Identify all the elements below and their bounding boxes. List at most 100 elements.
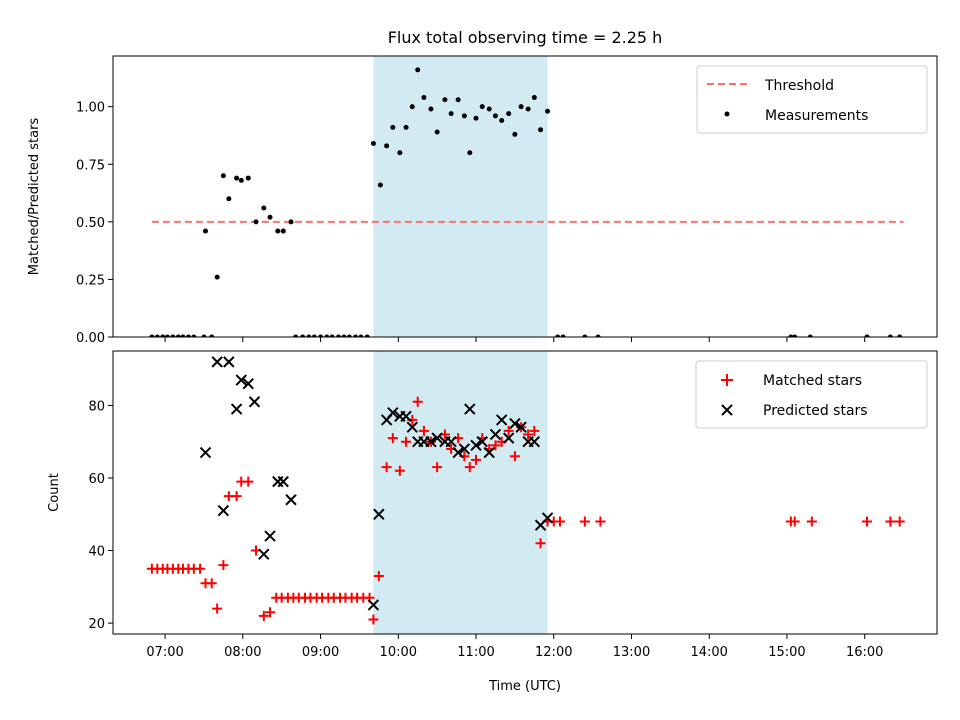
matched-stars-point — [789, 516, 800, 527]
measurement-point — [455, 97, 461, 103]
bottom-y-axis-label: Count — [47, 473, 62, 512]
matched-stars-point — [373, 570, 384, 581]
predicted-stars-point — [464, 403, 476, 415]
matched-stars-point — [806, 516, 817, 527]
measurement-point — [473, 115, 479, 121]
top-subplot: 0.00 0.25 0.50 0.75 1.00 Matched/Predicted s… — [27, 55, 938, 346]
matched-stars-point — [490, 440, 501, 451]
x-tick-label: 10:00 — [380, 645, 417, 660]
x-tick-label: 11:00 — [457, 645, 494, 660]
measurement-point — [220, 173, 226, 179]
predicted-stars-point — [458, 443, 471, 455]
predicted-stars-point — [367, 599, 380, 611]
x-tick-label: 07:00 — [146, 645, 183, 660]
matched-stars-point — [503, 425, 514, 436]
predicted-stars-point — [264, 530, 276, 542]
x-tick-label: 13:00 — [613, 645, 650, 660]
measurement-point — [335, 334, 341, 337]
matched-stars-point — [432, 462, 443, 473]
measurement-point — [370, 141, 376, 147]
shaded-span-top — [373, 56, 548, 337]
predicted-stars-point — [258, 548, 270, 560]
matched-stars-point — [218, 560, 229, 571]
predicted-stars-point — [502, 432, 515, 444]
matched-stars-point — [418, 425, 429, 436]
matched-stars-point — [471, 454, 482, 465]
x-tick-label: 12:00 — [535, 645, 572, 660]
measurement-point — [267, 214, 273, 220]
measurement-point — [492, 113, 498, 119]
measurement-point — [415, 67, 421, 73]
matched-stars-point — [894, 516, 905, 527]
y-tick-label: 0.50 — [76, 216, 105, 231]
measurement-point — [238, 177, 244, 183]
measurement-point — [384, 143, 390, 149]
matched-stars-point — [554, 516, 565, 527]
measurement-point — [358, 334, 364, 337]
matched-stars-point — [509, 451, 520, 462]
x-tick-label: 08:00 — [224, 645, 261, 660]
bottom-legend-frame — [695, 360, 928, 429]
measurement-point — [442, 97, 448, 103]
legend-predicted-label: Predicted stars — [763, 403, 868, 419]
measurement-point — [421, 94, 427, 100]
predicted-stars-point — [476, 435, 488, 448]
predicted-stars-point — [285, 494, 297, 506]
measurement-point — [499, 117, 505, 123]
measurement-point — [180, 334, 186, 337]
measurement-point — [518, 104, 524, 110]
y-tick-label: 0.25 — [76, 273, 105, 288]
y-tick-label: 40 — [88, 545, 105, 560]
bottom-legend: Matched stars Predicted stars — [695, 360, 928, 429]
predicted-stars-point — [199, 446, 212, 459]
predicted-stars-point — [452, 446, 464, 459]
chart-title: Flux total observing time = 2.25 h — [388, 28, 663, 47]
measurement-point — [479, 104, 485, 110]
matched-stars-point — [595, 516, 606, 527]
measurement-point — [887, 334, 893, 337]
measurement-point — [403, 124, 409, 130]
measurement-point — [160, 334, 166, 337]
measurement-point — [226, 196, 232, 202]
y-tick-label: 0.00 — [76, 331, 105, 346]
predicted-stars-point — [406, 421, 418, 433]
matched-stars-point — [368, 614, 379, 625]
matched-stars-point — [265, 607, 276, 618]
predicted-stars-point — [230, 403, 243, 415]
measurement-point — [560, 334, 566, 337]
predicted-stars-point — [235, 374, 247, 386]
measurement-point — [531, 94, 537, 100]
predicted-stars-point — [431, 432, 443, 444]
measurement-point — [525, 106, 531, 112]
legend-matched-label: Matched stars — [763, 373, 862, 389]
measurement-point — [512, 131, 518, 137]
measurement-point — [245, 175, 251, 181]
x-tick-label: 15:00 — [768, 645, 805, 660]
measurement-point — [170, 334, 176, 337]
predicted-stars-point — [515, 421, 527, 433]
matched-stars-point — [387, 433, 398, 444]
matched-stars-point — [394, 465, 405, 476]
predicted-stars-point — [445, 435, 457, 448]
x-axis-label: Time (UTC) — [488, 679, 561, 694]
measurement-point — [201, 334, 207, 337]
measurement-point — [486, 106, 492, 112]
matched-stars-point — [412, 396, 423, 407]
matched-stars-point — [231, 491, 242, 502]
measurement-point — [261, 205, 267, 211]
predicted-stars-point — [541, 512, 554, 524]
x-tick-label: 14:00 — [690, 645, 727, 660]
matched-stars-point — [381, 462, 392, 473]
measurement-point — [341, 334, 347, 337]
measurement-point — [191, 334, 197, 337]
legend-measurements-label: Measurements — [765, 108, 868, 124]
measurement-point — [306, 334, 312, 337]
matched-stars-point — [523, 429, 534, 440]
matched-stars-point — [401, 436, 412, 447]
measurement-point — [209, 334, 215, 337]
measurement-point — [807, 334, 813, 337]
legend-x-icon — [721, 404, 733, 416]
measurement-point — [506, 111, 512, 117]
predicted-stars-point — [489, 428, 502, 441]
